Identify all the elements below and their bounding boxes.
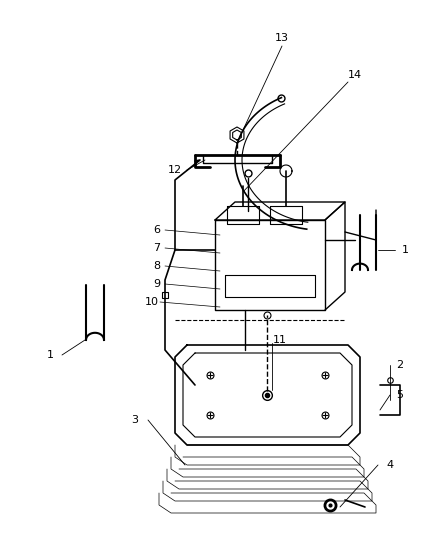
Text: 6: 6 (153, 225, 160, 235)
Text: 11: 11 (273, 335, 287, 345)
Text: 7: 7 (153, 243, 161, 253)
Text: 14: 14 (348, 70, 362, 80)
Text: 13: 13 (275, 33, 289, 43)
Text: 2: 2 (396, 360, 403, 370)
Text: 10: 10 (145, 297, 159, 307)
Text: 5: 5 (396, 390, 403, 400)
Text: 1: 1 (402, 245, 409, 255)
Text: 12: 12 (168, 165, 182, 175)
Text: 9: 9 (153, 279, 161, 289)
Text: 3: 3 (131, 415, 138, 425)
Text: 4: 4 (386, 460, 394, 470)
Text: 1: 1 (46, 350, 53, 360)
Text: 8: 8 (153, 261, 161, 271)
